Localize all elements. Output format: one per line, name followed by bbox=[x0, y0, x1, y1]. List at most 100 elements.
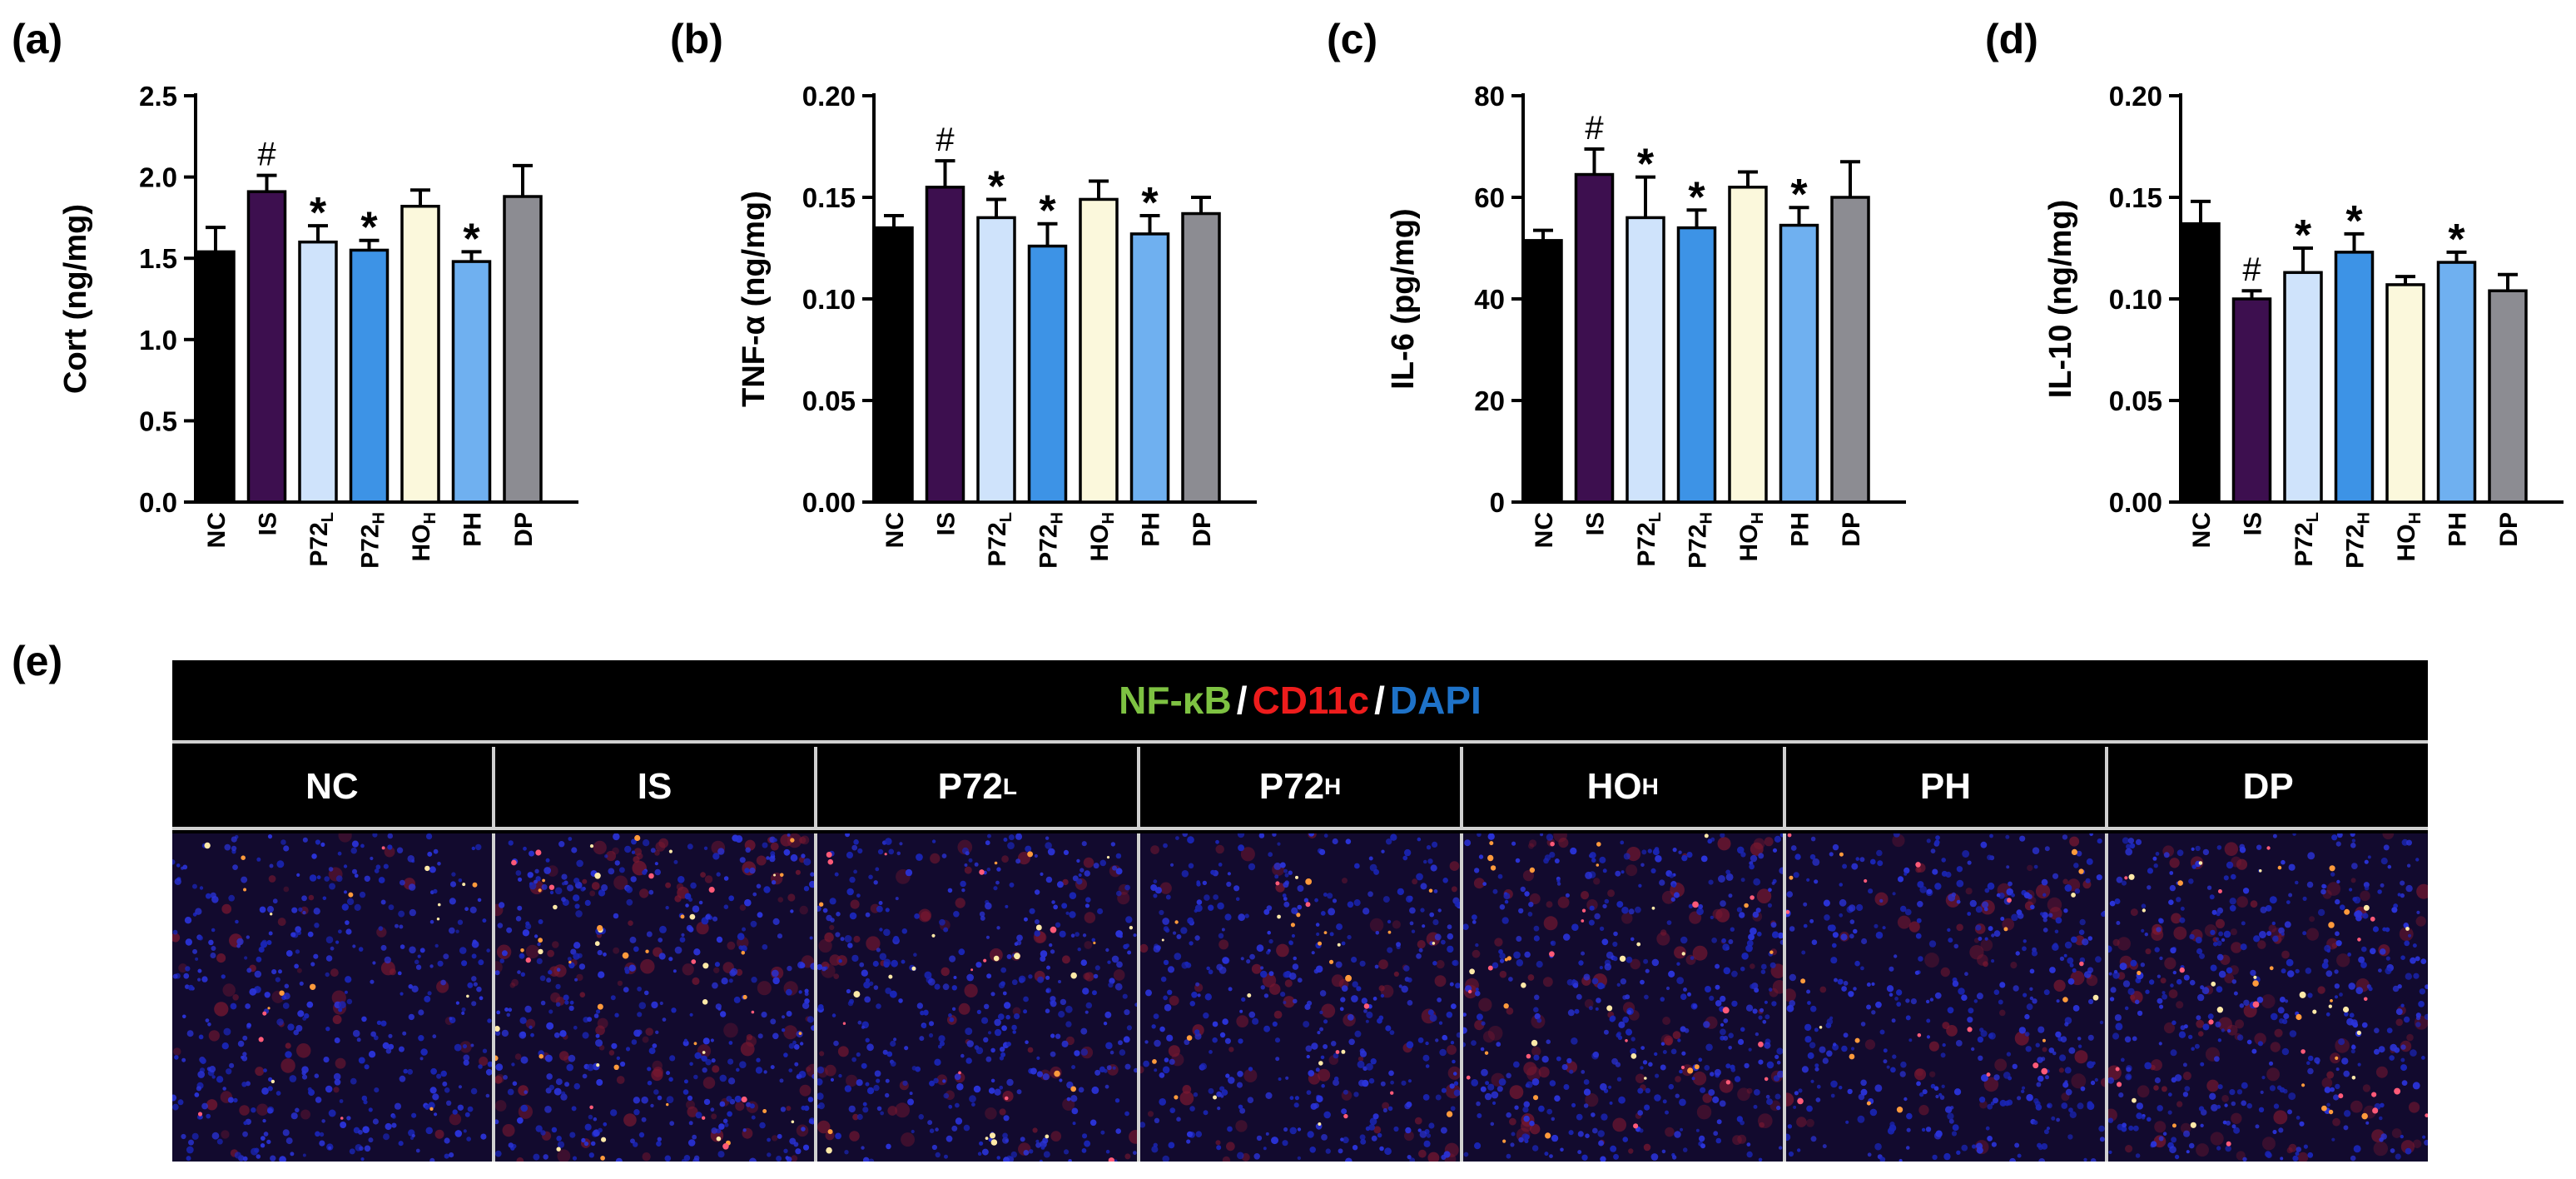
chart2-ytick-label: 0.00 bbox=[802, 487, 856, 518]
col-header-p72h: P72 H bbox=[1140, 747, 1463, 827]
chart4-category-label: P72L bbox=[2291, 512, 2322, 567]
fluorescence-image bbox=[494, 833, 815, 1162]
chart4-ytick-label: 0.15 bbox=[2109, 182, 2162, 213]
chart2-bar bbox=[874, 226, 914, 504]
chart4-ytick-label: 0.05 bbox=[2109, 386, 2162, 416]
chart2-bar bbox=[1129, 232, 1170, 504]
micrograph-column-headers: NC IS P72 L P72 H HO H PH DP bbox=[172, 747, 2428, 830]
chart2-category-label: P72L bbox=[984, 512, 1015, 567]
chart1-category-label: IS bbox=[255, 512, 282, 535]
chart3-category-label: HOH bbox=[1735, 512, 1767, 561]
col-header-p72l: P72 L bbox=[817, 747, 1141, 827]
chart1-ytick-label: 0.0 bbox=[139, 487, 177, 518]
chart1-significance-mark: * bbox=[360, 204, 378, 252]
chart1-category-label: P72L bbox=[305, 512, 337, 567]
chart1-bar bbox=[503, 195, 543, 504]
chart1-ytick-label: 2.5 bbox=[139, 81, 177, 112]
chart2-category-label: P72H bbox=[1035, 512, 1067, 569]
chart2-ytick-label: 0.20 bbox=[802, 81, 856, 112]
chart1-significance-mark: * bbox=[463, 215, 480, 263]
micrograph-is bbox=[494, 833, 818, 1162]
legend-dapi: DAPI bbox=[1389, 679, 1482, 722]
chart3-ylabel: IL-6 (pg/mg) bbox=[1386, 208, 1421, 389]
chart3-ytick-label: 20 bbox=[1474, 386, 1505, 416]
col-header-dp: DP bbox=[2242, 766, 2294, 807]
chart3-category-label: NC bbox=[1531, 512, 1558, 548]
stain-legend: NF-κB / CD11c / DAPI bbox=[172, 660, 2428, 744]
chart1-bar bbox=[349, 248, 390, 504]
chart3-category-label: P72H bbox=[1685, 512, 1716, 569]
chart3-significance-mark: * bbox=[1790, 171, 1808, 219]
chart1-ytick-label: 1.5 bbox=[139, 243, 177, 274]
chart3-significance-mark: # bbox=[1585, 110, 1604, 147]
legend-cd11c: CD11c bbox=[1252, 679, 1370, 722]
chart4-ylabel: IL-10 (ng/mg) bbox=[2043, 200, 2078, 399]
col-header-nc: NC bbox=[172, 747, 495, 827]
chart1-bar bbox=[298, 240, 338, 504]
chart1-significance-mark: # bbox=[257, 137, 276, 173]
chart1-significance-mark: * bbox=[310, 189, 327, 237]
chart4-category-label: PH bbox=[2444, 512, 2472, 547]
micrograph-ph bbox=[1785, 833, 2109, 1162]
chart2-category-label: HOH bbox=[1086, 512, 1118, 561]
chart2-category-label: IS bbox=[933, 512, 960, 535]
chart1-bar bbox=[400, 204, 440, 504]
col-header-is: IS bbox=[495, 747, 818, 827]
chart2-ylabel: TNF-α (ng/mg) bbox=[737, 191, 772, 407]
chart2-bar bbox=[976, 216, 1016, 504]
chart3-ytick-label: 40 bbox=[1474, 284, 1505, 315]
panel-label-a: (a) bbox=[12, 16, 63, 62]
chart2-ytick-label: 0.10 bbox=[802, 284, 856, 315]
micrograph-hoh bbox=[1462, 833, 1786, 1162]
chart3-category-label: P72L bbox=[1633, 512, 1665, 567]
chart1-ytick-label: 0.5 bbox=[139, 405, 177, 436]
chart3-bar bbox=[1523, 239, 1563, 504]
chart2-ytick-label: 0.15 bbox=[802, 182, 856, 213]
chart1-ytick-label: 2.0 bbox=[139, 162, 177, 193]
fluorescence-image bbox=[1462, 833, 1783, 1162]
col-header-ph: PH bbox=[1786, 747, 2109, 827]
chart2-significance-mark: * bbox=[1039, 187, 1056, 236]
chart3-bar bbox=[1779, 223, 1819, 504]
chart2-ytick-label: 0.05 bbox=[802, 386, 856, 416]
micrograph-p72h bbox=[1140, 833, 1463, 1162]
chart4-significance-mark: # bbox=[2242, 251, 2261, 288]
chart4-bar bbox=[2488, 289, 2528, 504]
chart3-category-label: PH bbox=[1787, 512, 1814, 547]
chart4-bar bbox=[2181, 221, 2221, 504]
micrograph-images bbox=[172, 833, 2429, 1162]
fluorescence-image bbox=[817, 833, 1138, 1162]
legend-nfkb: NF-κB bbox=[1119, 679, 1232, 722]
chart1-bar bbox=[246, 190, 287, 504]
chart3-ytick-label: 0 bbox=[1490, 487, 1505, 518]
chart2-bar bbox=[1181, 211, 1221, 504]
fluorescence-image bbox=[2108, 833, 2429, 1162]
chart3-bar bbox=[1830, 196, 1870, 504]
chart1-bar bbox=[451, 260, 492, 504]
micrograph-nc bbox=[172, 833, 495, 1162]
chart4-bar bbox=[2334, 251, 2375, 504]
chart4-category-label: NC bbox=[2188, 512, 2216, 548]
chart4-significance-mark: * bbox=[2345, 197, 2363, 246]
chart4-bar bbox=[2436, 261, 2477, 504]
chart3-bar bbox=[1728, 186, 1768, 504]
chart1-bar bbox=[196, 250, 236, 504]
chart1-category-label: HOH bbox=[408, 512, 439, 561]
legend-sep-2: / bbox=[1374, 679, 1385, 722]
micrograph-panel: NF-κB / CD11c / DAPI NC IS P72 L P72 H HO H… bbox=[172, 660, 2429, 1162]
chart4-bar bbox=[2283, 271, 2323, 504]
chart3-category-label: DP bbox=[1838, 512, 1865, 547]
chart3-bar bbox=[1626, 216, 1665, 504]
chart2-category-label: PH bbox=[1138, 512, 1165, 547]
panel-label-b: (b) bbox=[670, 16, 723, 62]
chart1-category-label: DP bbox=[510, 512, 538, 547]
panel-label-d: (d) bbox=[1985, 16, 2038, 62]
chart2-significance-mark: * bbox=[988, 162, 1005, 211]
chart4-bar bbox=[2385, 283, 2425, 504]
chart2-bar bbox=[1027, 244, 1068, 504]
micrograph-p72l bbox=[817, 833, 1141, 1162]
chart4-category-label: DP bbox=[2495, 512, 2523, 547]
chart1-category-label: PH bbox=[459, 512, 487, 547]
fluorescence-image bbox=[1785, 833, 2106, 1162]
fluorescence-image bbox=[1140, 833, 1460, 1162]
